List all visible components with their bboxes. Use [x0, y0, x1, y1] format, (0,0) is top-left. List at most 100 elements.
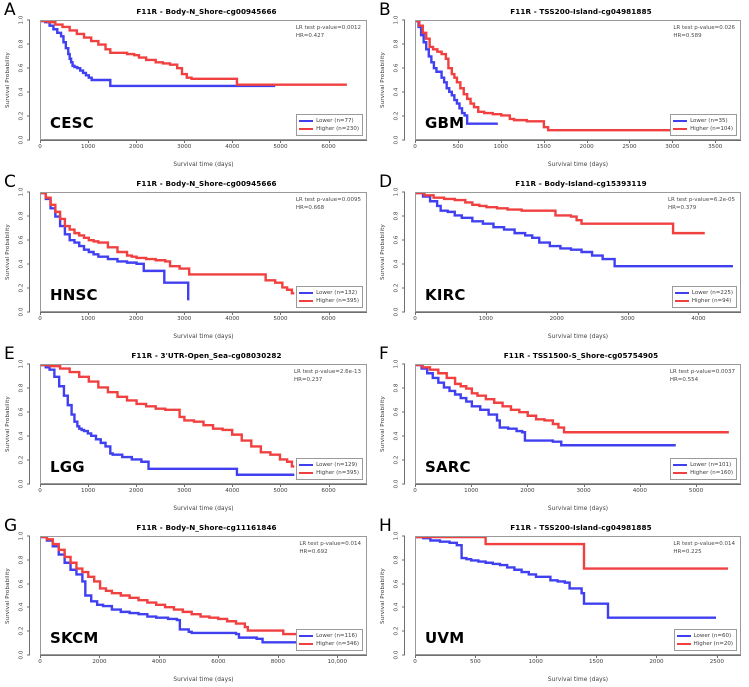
- x-tick-label: 4000: [151, 659, 167, 665]
- x-tick-mark: [88, 140, 90, 143]
- y-tick-label-text: 0.2: [18, 283, 25, 293]
- x-tick-mark: [471, 484, 473, 487]
- survival-curve-lower: [41, 365, 294, 475]
- x-tick-mark: [232, 140, 234, 143]
- y-axis-label-text: Survival Probability: [380, 52, 386, 108]
- x-tick-mark: [415, 484, 416, 487]
- plot-area: LR test p-value=0.014 HR=0.692 SKCM Lower (…: [40, 536, 367, 655]
- y-axis-label-text: Survival Probability: [5, 396, 11, 452]
- y-tick-mark: [27, 559, 30, 561]
- x-tick-label: 1000: [528, 659, 543, 665]
- panel-letter: D: [379, 172, 393, 192]
- x-axis-label: Survival time (days): [173, 506, 234, 512]
- survival-curve-higher: [416, 21, 672, 130]
- stats-annotation: LR test p-value=2.6e-13 HR=0.237: [294, 369, 361, 385]
- y-tick-label-text: 0.6: [18, 235, 25, 245]
- panel-letter: A: [4, 0, 16, 20]
- y-tick-label-text: 0.8: [18, 211, 25, 221]
- x-axis-ticks: 0 1000 2000 3000 4000: [413, 312, 741, 324]
- cancer-type-label: UVM: [425, 629, 465, 647]
- stats-annotation: LR test p-value=0.014 HR=0.225: [673, 541, 735, 557]
- y-tick-label-text: 0.2: [393, 455, 400, 465]
- x-tick-label: 2000: [92, 659, 107, 665]
- y-tick-mark: [402, 435, 405, 437]
- panel-letter: E: [4, 344, 15, 364]
- panel-g: G F11R - Body-N_Shore-cg11161846 Survival …: [0, 516, 375, 687]
- survival-curve-lower: [41, 21, 275, 86]
- x-tick-mark: [715, 140, 717, 143]
- x-tick-mark: [40, 655, 41, 658]
- y-tick-label: 0.6: [17, 408, 26, 417]
- x-tick-mark: [696, 484, 698, 487]
- legend-swatch-higher: [299, 300, 314, 302]
- legend-item: Higher (n=230): [299, 125, 359, 133]
- y-tick-label-text: 0.0: [393, 135, 400, 145]
- y-tick-mark: [27, 191, 30, 193]
- y-axis-label-text: Survival Probability: [5, 224, 11, 280]
- y-tick-label-text: 0.0: [18, 307, 25, 317]
- y-tick-mark: [27, 43, 30, 45]
- x-tick-label: 3000: [576, 488, 591, 494]
- y-axis-label: Survival Probability: [2, 20, 14, 140]
- legend-item: Higher (n=160): [673, 469, 733, 477]
- y-axis-line: [29, 364, 30, 484]
- y-tick-label: 0.2: [17, 456, 26, 465]
- panel-title: F11R - Body-N_Shore-cg11161846: [136, 523, 277, 532]
- x-tick-mark: [40, 140, 41, 143]
- legend-swatch-lower: [299, 120, 314, 122]
- log-rank-pvalue: LR test p-value=0.026: [673, 25, 735, 31]
- x-axis-line: [415, 312, 741, 313]
- x-tick-label: 3000: [177, 316, 192, 322]
- legend: Lower (n=129) Higher (n=395): [296, 458, 363, 480]
- x-tick-mark: [40, 484, 41, 487]
- legend-label: Higher (n=104): [690, 126, 733, 132]
- legend: Lower (n=60) Higher (n=20): [673, 629, 737, 651]
- legend-swatch-higher: [674, 300, 689, 302]
- x-tick-mark: [583, 484, 585, 487]
- x-tick-label: 2500: [622, 144, 637, 150]
- y-tick-label-text: 0.4: [18, 259, 25, 269]
- y-tick-label: 0.6: [17, 579, 26, 588]
- y-tick-label: 0.0: [17, 651, 26, 660]
- x-tick-mark: [485, 312, 487, 315]
- survival-curve-higher: [41, 21, 347, 85]
- x-tick-label: 1000: [80, 488, 96, 494]
- legend-label: Higher (n=346): [316, 641, 359, 647]
- x-tick-mark: [184, 140, 186, 143]
- panel-f: F F11R - TSS1500-S_Shore-cg05754905 Surviv…: [375, 344, 749, 516]
- y-tick-label-text: 0.6: [18, 63, 25, 73]
- y-tick-label-text: 0.8: [393, 383, 400, 393]
- y-tick-label-text: 0.6: [393, 63, 400, 73]
- y-tick-mark: [27, 387, 30, 389]
- hazard-ratio: HR=0.427: [295, 32, 325, 39]
- x-tick-label: 500: [452, 144, 464, 150]
- hazard-ratio: HR=0.237: [293, 376, 323, 383]
- y-tick-label: 1.0: [392, 188, 401, 197]
- cancer-type-label: KIRC: [425, 286, 466, 304]
- y-tick-label-text: 0.2: [393, 111, 400, 121]
- x-tick-label: 1500: [588, 659, 604, 665]
- survival-curve-higher: [416, 365, 729, 432]
- y-axis-label: Survival Probability: [377, 192, 389, 312]
- legend: Lower (n=35) Higher (n=104): [670, 114, 737, 136]
- y-tick-label-text: 0.8: [18, 39, 25, 49]
- y-tick-label: 0.4: [392, 88, 401, 97]
- y-axis-ticks: 0.0 0.2 0.4 0.6 0.8 1.0: [14, 188, 30, 316]
- x-tick-label: 2000: [579, 144, 594, 150]
- hazard-ratio: HR=0.589: [673, 32, 702, 39]
- y-tick-label: 0.2: [17, 627, 26, 636]
- y-axis-ticks: 0.0 0.2 0.4 0.6 0.8 1.0: [389, 360, 405, 488]
- legend-swatch-lower: [676, 635, 691, 637]
- legend-swatch-lower: [299, 292, 314, 294]
- y-tick-label-text: 0.2: [393, 283, 400, 293]
- x-tick-label: 4000: [632, 488, 647, 494]
- x-tick-mark: [158, 655, 160, 658]
- y-axis-label: Survival Probability: [377, 20, 389, 140]
- x-tick-label: 0: [38, 488, 42, 494]
- log-rank-pvalue: LR test p-value=0.0095: [295, 197, 361, 203]
- y-tick-mark: [27, 311, 30, 313]
- x-tick-mark: [639, 484, 641, 487]
- y-tick-label-text: 0.0: [18, 479, 25, 489]
- hazard-ratio: HR=0.668: [295, 204, 325, 211]
- x-axis-ticks: 0 1000 2000 3000 4000 5000 6000: [38, 312, 367, 324]
